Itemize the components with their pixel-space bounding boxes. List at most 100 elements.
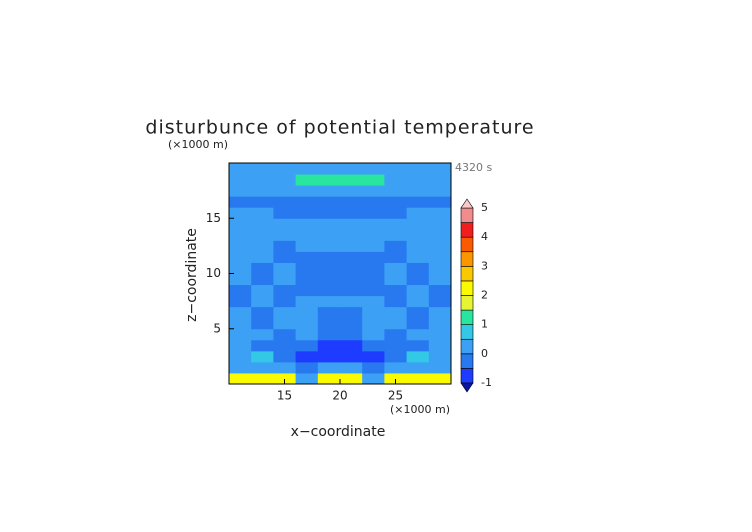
contour-cell <box>295 218 319 230</box>
contour-cell <box>428 207 452 219</box>
contour-cell <box>362 372 385 385</box>
contour-cell <box>229 218 252 230</box>
contour-cell <box>251 251 274 263</box>
contour-cell <box>251 273 274 286</box>
contour-cell <box>362 361 385 374</box>
y-tick-label: 5 <box>213 321 221 335</box>
contour-cell <box>406 240 430 252</box>
contour-cell <box>340 196 363 208</box>
contour-cell <box>273 185 297 197</box>
contour-cell <box>340 163 363 175</box>
contour-cell <box>406 372 430 385</box>
contour-cell <box>406 317 430 330</box>
contour-cell <box>229 196 252 208</box>
contour-cell <box>317 350 341 363</box>
contour-cell <box>229 229 252 241</box>
colorbar-box <box>460 324 474 340</box>
contour-cell <box>295 306 319 319</box>
contour-cell <box>428 361 452 374</box>
contour-cell <box>251 163 274 175</box>
colorbar-box <box>460 295 474 311</box>
contour-cell <box>406 218 430 230</box>
contour-cell <box>273 361 297 374</box>
contour-cell <box>428 251 452 263</box>
contour-cell <box>251 317 274 330</box>
contour-cell <box>295 273 319 286</box>
contour-cell <box>384 251 408 263</box>
contour-cell <box>362 218 385 230</box>
contour-cell <box>340 174 363 186</box>
contour-cell <box>229 295 252 308</box>
colorbar-box <box>460 251 474 267</box>
contour-cell <box>251 328 274 341</box>
contour-cell <box>362 196 385 208</box>
contour-cell <box>251 196 274 208</box>
contour-cell <box>295 328 319 341</box>
contour-cell <box>340 317 363 330</box>
colorbar-label: 4 <box>481 230 488 243</box>
colorbar-label: -1 <box>481 376 492 389</box>
contour-cell <box>362 328 385 341</box>
contour-cell <box>340 273 363 286</box>
contour-cell <box>273 273 297 286</box>
contour-cell <box>273 229 297 241</box>
colorbar-box <box>460 280 474 296</box>
contour-cell <box>362 174 385 186</box>
contour-cell <box>406 350 430 363</box>
contour-cell <box>406 262 430 274</box>
contour-cell <box>251 372 274 385</box>
contour-cell <box>384 361 408 374</box>
contour-cell <box>362 350 385 363</box>
contour-cell <box>362 251 385 263</box>
contour-cell <box>340 328 363 341</box>
contour-cell <box>317 207 341 219</box>
y-tick-label: 10 <box>206 266 221 280</box>
contour-cell <box>428 229 452 241</box>
contour-cell <box>317 295 341 308</box>
contour-cell <box>406 251 430 263</box>
contour-cell <box>273 262 297 274</box>
contour-cell <box>384 295 408 308</box>
contour-cell <box>384 339 408 352</box>
contour-cell <box>428 174 452 186</box>
contour-cell <box>273 339 297 352</box>
contour-cell <box>340 372 363 385</box>
contour-cell <box>317 317 341 330</box>
contour-cell <box>295 295 319 308</box>
contour-cell <box>229 328 252 341</box>
colorbar-box <box>460 222 474 238</box>
colorbar-label: 3 <box>481 259 488 272</box>
contour-cell <box>317 306 341 319</box>
contour-cell <box>384 163 408 175</box>
contour-cell <box>295 240 319 252</box>
colorbar-box <box>460 207 474 223</box>
contour-cell <box>384 350 408 363</box>
contour-cell <box>317 185 341 197</box>
contour-cell <box>384 207 408 219</box>
contour-cell <box>229 262 252 274</box>
contour-cell <box>273 284 297 297</box>
contour-cell <box>362 185 385 197</box>
contour-cell <box>406 273 430 286</box>
contour-cell <box>317 218 341 230</box>
contour-cell <box>295 196 319 208</box>
contour-cell <box>317 361 341 374</box>
contour-cell <box>273 163 297 175</box>
contour-cell <box>251 350 274 363</box>
contour-cell <box>406 196 430 208</box>
contour-cell <box>317 328 341 341</box>
contour-cell <box>406 229 430 241</box>
contour-cell <box>428 372 452 385</box>
contour-cell <box>384 306 408 319</box>
colorbar-label: 5 <box>481 201 488 214</box>
contour-cell <box>384 229 408 241</box>
contour-cell <box>428 306 452 319</box>
contour-cell <box>340 295 363 308</box>
contour-cell <box>362 229 385 241</box>
contour-cell <box>317 229 341 241</box>
contour-cell <box>340 240 363 252</box>
contour-cell <box>340 262 363 274</box>
contour-cell <box>273 350 297 363</box>
contour-cell <box>317 284 341 297</box>
